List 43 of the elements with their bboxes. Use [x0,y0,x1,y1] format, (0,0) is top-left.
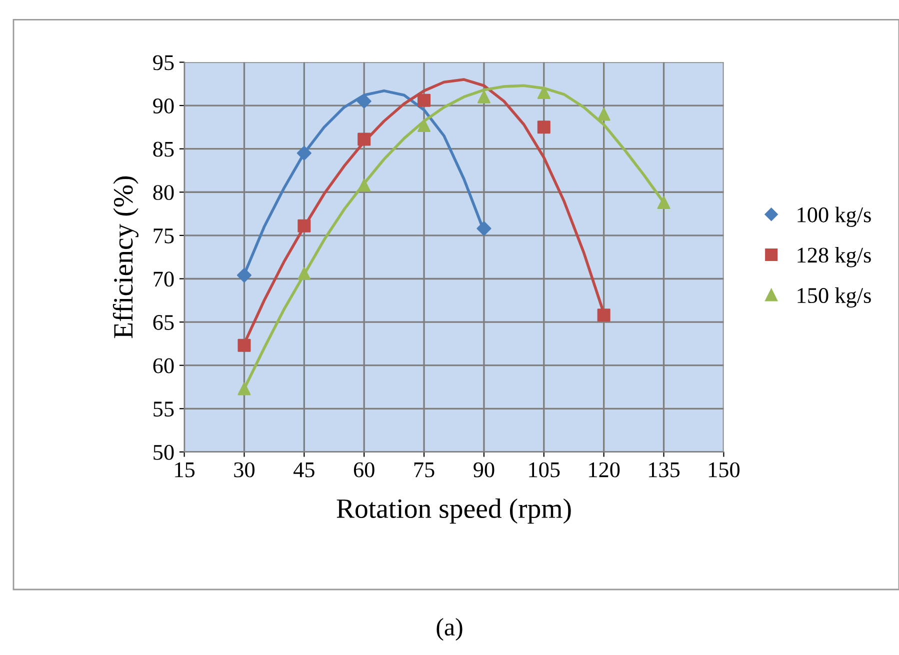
legend-label: 100 kg/s [798,206,871,227]
point [236,268,252,283]
x-axis-title: Rotation speed (rpm) [336,498,571,524]
x-tick-label: 120 [589,462,620,478]
x-tick-label: 150 [708,462,740,478]
x-tick-label: 15 [175,462,195,478]
y-tick-label: 85 [153,142,174,157]
point [537,86,550,100]
point [358,178,371,192]
legend-label: 150 kg/s [798,287,871,308]
point [657,196,670,210]
y-tick-label: 55 [154,402,174,417]
point [537,120,550,134]
point [238,382,251,396]
y-tick-label: 65 [153,315,174,330]
point [418,118,431,132]
y-tick-label: 50 [154,444,174,460]
point [597,108,610,121]
point [298,267,311,280]
y-tick-label: 75 [154,228,174,244]
x-tick-label: 90 [474,462,494,478]
x-tick-label: 105 [529,462,560,478]
y-tick-label: 90 [153,98,174,114]
x-tick-label: 60 [354,462,374,478]
y-tick-label: 70 [154,272,174,287]
point [477,90,490,104]
y-tick-label: 95 [153,55,174,70]
x-tick-label: 135 [649,462,680,478]
legend-label: 128 kg/s [798,247,871,268]
x-tick-label: 45 [293,462,314,478]
point [597,308,610,322]
point [358,132,371,146]
point [238,338,251,352]
text: (a) [436,618,462,641]
point [298,219,311,232]
point [418,94,431,107]
y-axis-title: Efficiency (%) [112,176,138,338]
x-tick-label: 75 [414,462,434,478]
y-tick-label: 60 [153,358,174,374]
y-tick-label: 80 [153,185,174,200]
point [296,146,312,160]
x-tick-label: 30 [234,462,254,478]
point [476,221,492,236]
